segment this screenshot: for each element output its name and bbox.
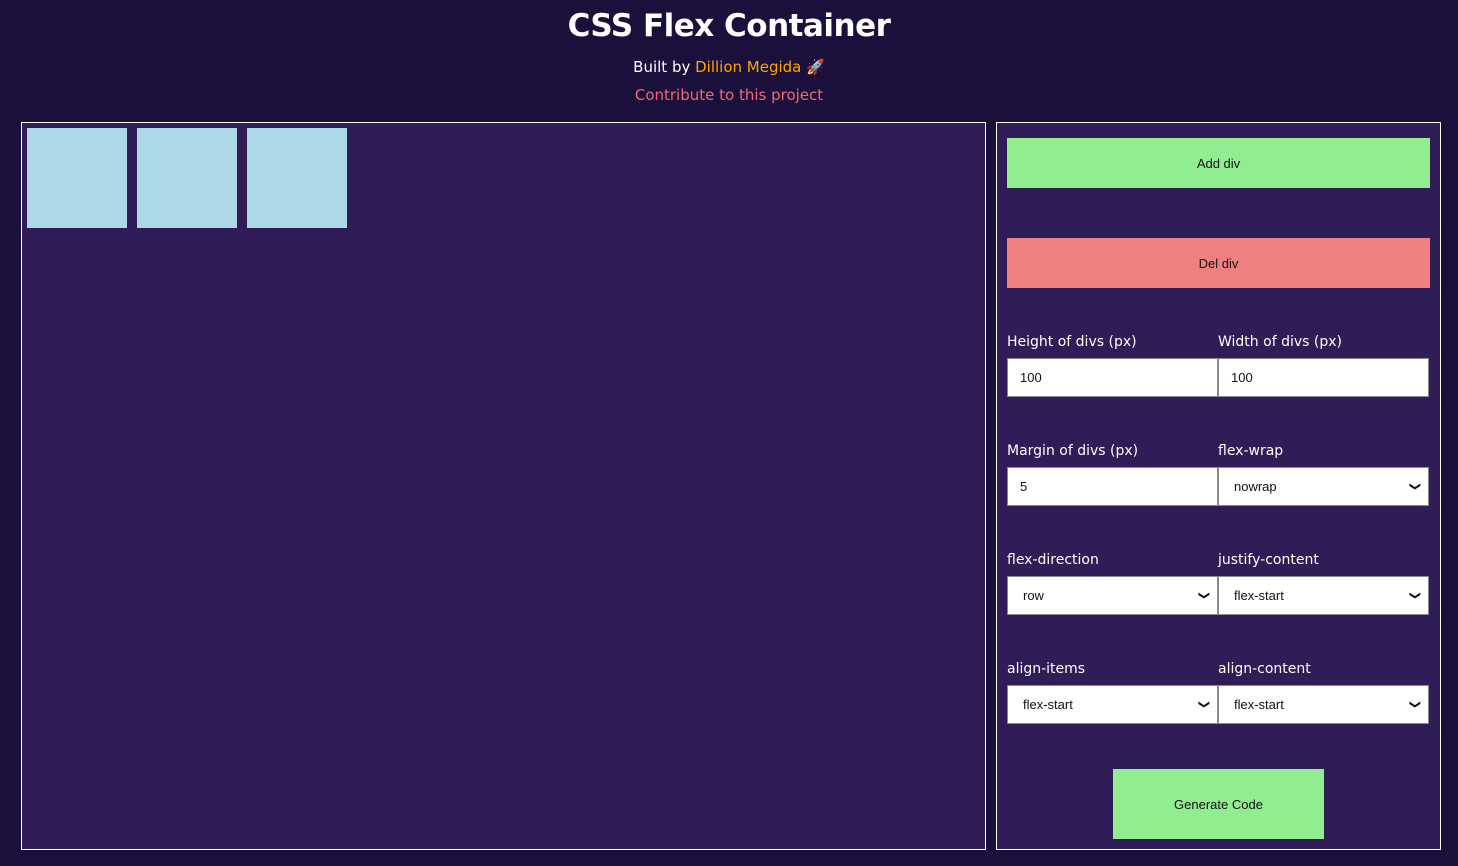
flex-wrap-select[interactable]: nowrap ❯ bbox=[1218, 467, 1429, 506]
built-by-text: Built by bbox=[633, 58, 691, 76]
flex-container-preview bbox=[21, 122, 986, 850]
chevron-down-icon: ❯ bbox=[1197, 699, 1210, 710]
rocket-icon: 🚀 bbox=[806, 58, 825, 76]
chevron-down-icon: ❯ bbox=[1408, 699, 1421, 710]
height-input[interactable]: 100 bbox=[1007, 358, 1218, 397]
justify-content-select[interactable]: flex-start ❯ bbox=[1218, 576, 1429, 615]
margin-input[interactable]: 5 bbox=[1007, 467, 1218, 506]
margin-label: Margin of divs (px) bbox=[1007, 443, 1139, 459]
width-label: Width of divs (px) bbox=[1218, 334, 1342, 350]
byline: Built by Dillion Megida 🚀 bbox=[0, 58, 1458, 76]
flex-item bbox=[27, 128, 127, 228]
flex-wrap-label: flex-wrap bbox=[1218, 443, 1284, 459]
align-items-value: flex-start bbox=[1023, 697, 1073, 712]
align-items-label: align-items bbox=[1007, 661, 1086, 677]
flex-direction-label: flex-direction bbox=[1007, 552, 1099, 568]
chevron-down-icon: ❯ bbox=[1408, 481, 1421, 492]
align-items-select[interactable]: flex-start ❯ bbox=[1007, 685, 1218, 724]
chevron-down-icon: ❯ bbox=[1197, 590, 1210, 601]
align-content-select[interactable]: flex-start ❯ bbox=[1218, 685, 1429, 724]
height-label: Height of divs (px) bbox=[1007, 334, 1137, 350]
flex-item bbox=[247, 128, 347, 228]
del-div-button[interactable]: Del div bbox=[1007, 238, 1430, 288]
align-content-value: flex-start bbox=[1234, 697, 1284, 712]
flex-wrap-value: nowrap bbox=[1234, 479, 1277, 494]
controls-panel: Add div Del div Height of divs (px) Widt… bbox=[996, 122, 1441, 850]
chevron-down-icon: ❯ bbox=[1408, 590, 1421, 601]
justify-content-value: flex-start bbox=[1234, 588, 1284, 603]
flex-item bbox=[137, 128, 237, 228]
width-input[interactable]: 100 bbox=[1218, 358, 1429, 397]
contribute-link[interactable]: Contribute to this project bbox=[634, 86, 824, 104]
generate-code-button[interactable]: Generate Code bbox=[1113, 769, 1324, 839]
flex-direction-value: row bbox=[1023, 588, 1044, 603]
author-link[interactable]: Dillion Megida bbox=[695, 58, 802, 76]
justify-content-label: justify-content bbox=[1218, 552, 1319, 568]
add-div-button[interactable]: Add div bbox=[1007, 138, 1430, 188]
page-title: CSS Flex Container bbox=[567, 8, 891, 44]
align-content-label: align-content bbox=[1218, 661, 1311, 677]
flex-direction-select[interactable]: row ❯ bbox=[1007, 576, 1218, 615]
